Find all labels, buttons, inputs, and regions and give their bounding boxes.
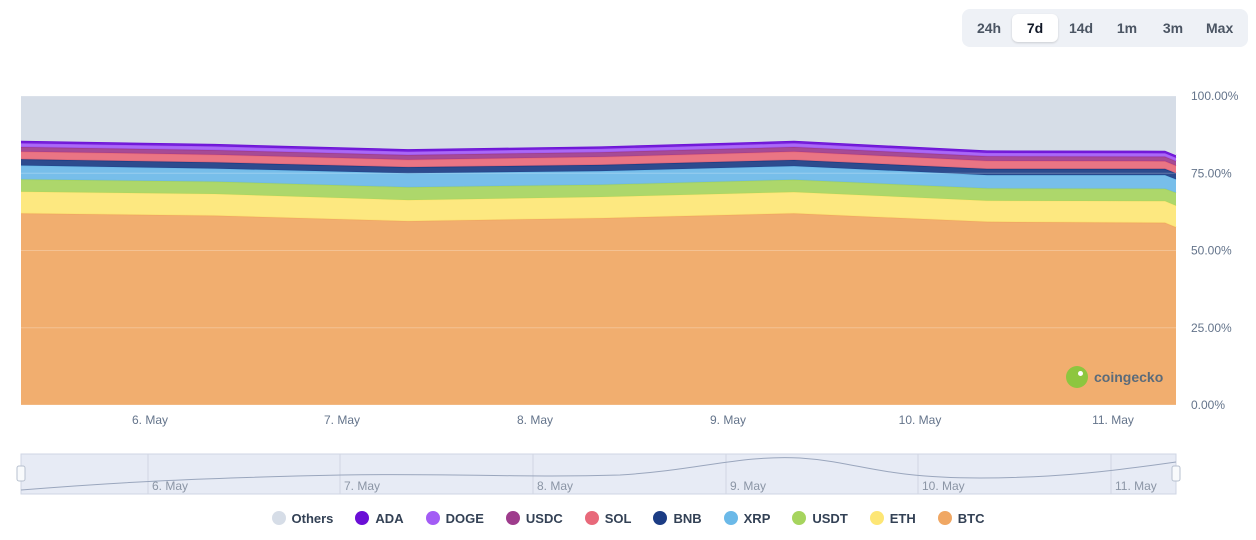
legend-marker-icon [505, 511, 520, 525]
legend-item-usdc[interactable]: USDC [505, 510, 563, 526]
legend-item-eth[interactable]: ETH [869, 510, 916, 526]
legend-item-xrp[interactable]: XRP [723, 510, 771, 526]
navigator-left-handle[interactable] [16, 465, 26, 482]
legend-label: XRP [743, 510, 771, 526]
navigator-tick-label: 8. May [537, 479, 573, 493]
navigator-tick-label: 9. May [730, 479, 766, 493]
area-sol [21, 151, 1176, 174]
y-tick-label: 50.00% [1191, 244, 1232, 258]
range-1m-button[interactable]: 1m [1116, 20, 1138, 36]
x-tick-label: 6. May [132, 413, 168, 427]
x-tick-label: 10. May [899, 413, 942, 427]
area-doge [21, 143, 1176, 162]
legend-label: USDT [812, 510, 848, 526]
area-eth [21, 191, 1176, 228]
navigator-window [20, 453, 1177, 495]
legend-marker-icon [425, 511, 440, 525]
navigator-tick-label: 7. May [344, 479, 380, 493]
time-range-selector: 24h 7d 14d 1m 3m Max [962, 9, 1248, 47]
legend-item-btc[interactable]: BTC [937, 510, 985, 526]
legend-label: ADA [375, 510, 404, 526]
legend-item-others[interactable]: Others [271, 510, 334, 526]
legend-marker-icon [584, 511, 599, 525]
legend-marker-icon [792, 511, 807, 525]
navigator-tick-label: 11. May [1115, 479, 1157, 493]
coingecko-logo-icon [1066, 366, 1088, 388]
x-tick-label: 7. May [324, 413, 360, 427]
legend-marker-icon [355, 511, 370, 525]
area-ada [21, 140, 1176, 158]
legend-item-sol[interactable]: SOL [584, 510, 632, 526]
legend-marker-icon [653, 511, 668, 525]
legend-label: ETH [889, 510, 916, 526]
legend-item-doge[interactable]: DOGE [425, 510, 484, 526]
legend-marker-icon [723, 511, 738, 525]
navigator-right-handle[interactable] [1171, 465, 1181, 482]
legend-marker-icon [869, 511, 884, 525]
legend-label: SOL [604, 510, 632, 526]
navigator-tick-label: 6. May [152, 479, 188, 493]
range-7d-button[interactable]: 7d [1012, 14, 1058, 42]
area-others [21, 96, 1176, 156]
y-tick-label: 25.00% [1191, 321, 1232, 335]
y-tick-label: 0.00% [1191, 398, 1225, 412]
x-tick-label: 9. May [710, 413, 746, 427]
watermark-text: coingecko [1094, 369, 1164, 385]
y-tick-label: 75.00% [1191, 166, 1232, 180]
legend-label: USDC [525, 510, 563, 526]
legend-item-bnb[interactable]: BNB [653, 510, 702, 526]
range-14d-button[interactable]: 14d [1068, 20, 1094, 36]
legend-item-usdt[interactable]: USDT [792, 510, 848, 526]
navigator-series-line [20, 457, 1177, 491]
area-xrp [21, 165, 1176, 193]
legend-label: DOGE [445, 510, 484, 526]
x-tick-label: 8. May [517, 413, 553, 427]
legend-label: Others [291, 510, 334, 526]
legend-item-ada[interactable]: ADA [355, 510, 404, 526]
legend-marker-icon [937, 511, 952, 525]
legend-marker-icon [271, 511, 286, 525]
legend-label: BTC [957, 510, 985, 526]
y-tick-label: 100.00% [1191, 89, 1239, 103]
range-max-button[interactable]: Max [1206, 20, 1234, 36]
legend-label: BNB [673, 510, 702, 526]
x-tick-label: 11. May [1092, 413, 1134, 427]
range-3m-button[interactable]: 3m [1162, 20, 1184, 36]
coingecko-watermark: coingecko [1066, 366, 1163, 388]
range-24h-button[interactable]: 24h [976, 20, 1002, 36]
area-btc [21, 213, 1176, 405]
navigator-tick-label: 10. May [922, 479, 965, 493]
chart-legend: Others ADA DOGE USDC SOL BNB XRP USDT ETH BTC [0, 508, 1256, 528]
area-usdt [21, 179, 1176, 206]
